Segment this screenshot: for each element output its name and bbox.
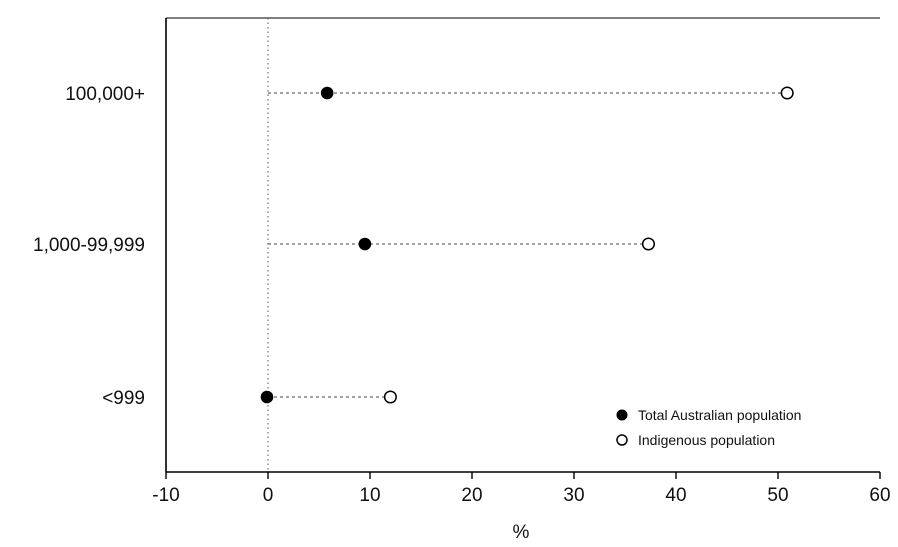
plot-frame-layer <box>165 17 880 473</box>
legend-filled-marker <box>616 409 628 421</box>
legend-label: Total Australian population <box>638 407 801 423</box>
x-tick-layer: -10 0 10 20 30 40 50 60 <box>152 472 891 506</box>
total-population-point <box>260 390 274 404</box>
x-tick-label: 20 <box>461 485 482 506</box>
category-label: <999 <box>102 388 145 409</box>
x-tick-label: 40 <box>665 485 686 506</box>
x-tick-label: 60 <box>869 485 890 506</box>
category-label: 1,000-99,999 <box>33 235 145 256</box>
total-population-point <box>358 237 372 251</box>
legend-open-marker <box>616 434 628 446</box>
y-tick-label-layer: 100,000+ 1,000-99,999 <999 <box>33 84 145 409</box>
x-tick-label: 10 <box>359 485 380 506</box>
indigenous-population-point <box>780 86 794 100</box>
indigenous-population-point <box>641 237 656 251</box>
x-tick-label: 50 <box>767 485 788 506</box>
x-tick-label: 0 <box>263 485 274 506</box>
total-population-point <box>320 86 334 100</box>
indigenous-population-point <box>383 390 397 404</box>
data-point-layer <box>260 86 794 404</box>
legend: Total Australian population Indigenous po… <box>616 407 801 448</box>
x-axis-title: % <box>513 522 530 542</box>
legend-label: Indigenous population <box>638 432 775 448</box>
connector-layer <box>268 92 788 398</box>
x-tick-label: 30 <box>563 485 584 506</box>
x-tick-label: -10 <box>152 485 179 506</box>
category-label: 100,000+ <box>65 84 145 105</box>
